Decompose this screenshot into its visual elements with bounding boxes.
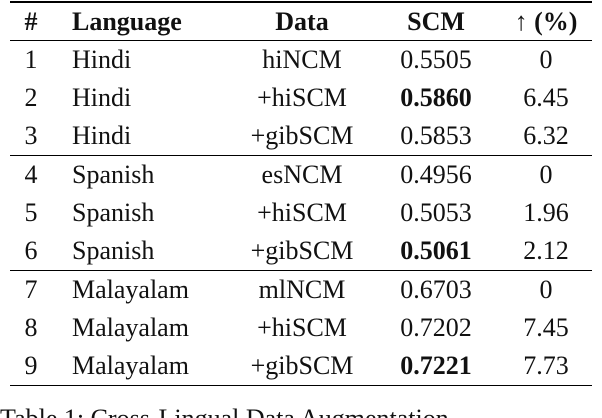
- cell: 8: [24, 313, 38, 342]
- row: 4 Spanish esNCM 0.4956 0: [10, 156, 592, 195]
- cell: 0.7202: [400, 313, 472, 342]
- cell: 9: [24, 351, 38, 380]
- cell: +hiSCM: [257, 198, 347, 227]
- cell: 0: [539, 275, 553, 304]
- caption: Table 1: Cross-Lingual Data Augmentation: [0, 404, 449, 418]
- cell: mlNCM: [258, 275, 346, 304]
- cell: 0.6703: [400, 275, 472, 304]
- header-cell: Language: [72, 7, 182, 36]
- cell: Spanish: [72, 160, 155, 189]
- header-cell: #: [24, 7, 38, 36]
- group: 7 Malayalam mlNCM 0.6703 0 8 Malayalam +hiSCM 0…: [10, 271, 592, 386]
- cell: +gibSCM: [250, 351, 354, 380]
- row: 7 Malayalam mlNCM 0.6703 0: [10, 271, 592, 310]
- cell: Malayalam: [72, 351, 189, 380]
- cell: 0: [539, 160, 553, 189]
- row: 3 Hindi +gibSCM 0.5853 6.32: [10, 117, 592, 156]
- cell: 0.5860: [400, 83, 472, 112]
- group: 1 Hindi hiNCM 0.5505 0 2 Hindi +hiSCM 0.5860 6.4…: [10, 41, 592, 156]
- row: 5 Spanish +hiSCM 0.5053 1.96: [10, 194, 592, 232]
- cell: Hindi: [72, 83, 132, 112]
- group: 4 Spanish esNCM 0.4956 0 5 Spanish +hiSCM 0.505…: [10, 156, 592, 271]
- cell: 2: [24, 83, 38, 112]
- row: 8 Malayalam +hiSCM 0.7202 7.45: [10, 309, 592, 347]
- header-cell: SCM: [407, 7, 465, 36]
- cell: 0.5053: [400, 198, 472, 227]
- cell: 7.73: [523, 351, 569, 380]
- header-row: # Language Data SCM ↑ (%): [10, 2, 592, 41]
- cell: Hindi: [72, 45, 132, 74]
- cell: 3: [24, 121, 38, 150]
- cell: 2.12: [523, 236, 569, 265]
- table-header: # Language Data SCM ↑ (%): [10, 2, 592, 41]
- row: 9 Malayalam +gibSCM 0.7221 7.73: [10, 347, 592, 386]
- row: 2 Hindi +hiSCM 0.5860 6.45: [10, 79, 592, 117]
- cell: 0.5505: [400, 45, 472, 74]
- cell: 7.45: [523, 313, 569, 342]
- cell: 7: [24, 275, 38, 304]
- cell: 0.5853: [400, 121, 472, 150]
- cell: 4: [24, 160, 38, 189]
- cell: +hiSCM: [257, 313, 347, 342]
- cell: Hindi: [72, 121, 132, 150]
- cell: Malayalam: [72, 313, 189, 342]
- cell: 0: [539, 45, 553, 74]
- cell: +hiSCM: [257, 83, 347, 112]
- cell: hiNCM: [262, 45, 342, 74]
- row: 6 Spanish +gibSCM 0.5061 2.12: [10, 232, 592, 271]
- cell: 0.5061: [400, 236, 472, 265]
- cell: esNCM: [261, 160, 343, 189]
- cell: 1.96: [523, 198, 569, 227]
- cell: Spanish: [72, 198, 155, 227]
- cell: 6.45: [523, 83, 569, 112]
- cell: 0.7221: [400, 351, 472, 380]
- results-table: # Language Data SCM ↑ (%) 1 Hindi hiNCM 0.5…: [10, 1, 592, 386]
- cell: +gibSCM: [250, 236, 354, 265]
- cell: 1: [24, 45, 38, 74]
- row: 1 Hindi hiNCM 0.5505 0: [10, 41, 592, 80]
- header-cell: ↑ (%): [514, 7, 578, 36]
- cell: 6: [24, 236, 38, 265]
- cell: 0.4956: [400, 160, 472, 189]
- cell: Spanish: [72, 236, 155, 265]
- cell: +gibSCM: [250, 121, 354, 150]
- cell: Malayalam: [72, 275, 189, 304]
- header-cell: Data: [275, 7, 329, 36]
- cell: 6.32: [523, 121, 569, 150]
- cell: 5: [24, 198, 38, 227]
